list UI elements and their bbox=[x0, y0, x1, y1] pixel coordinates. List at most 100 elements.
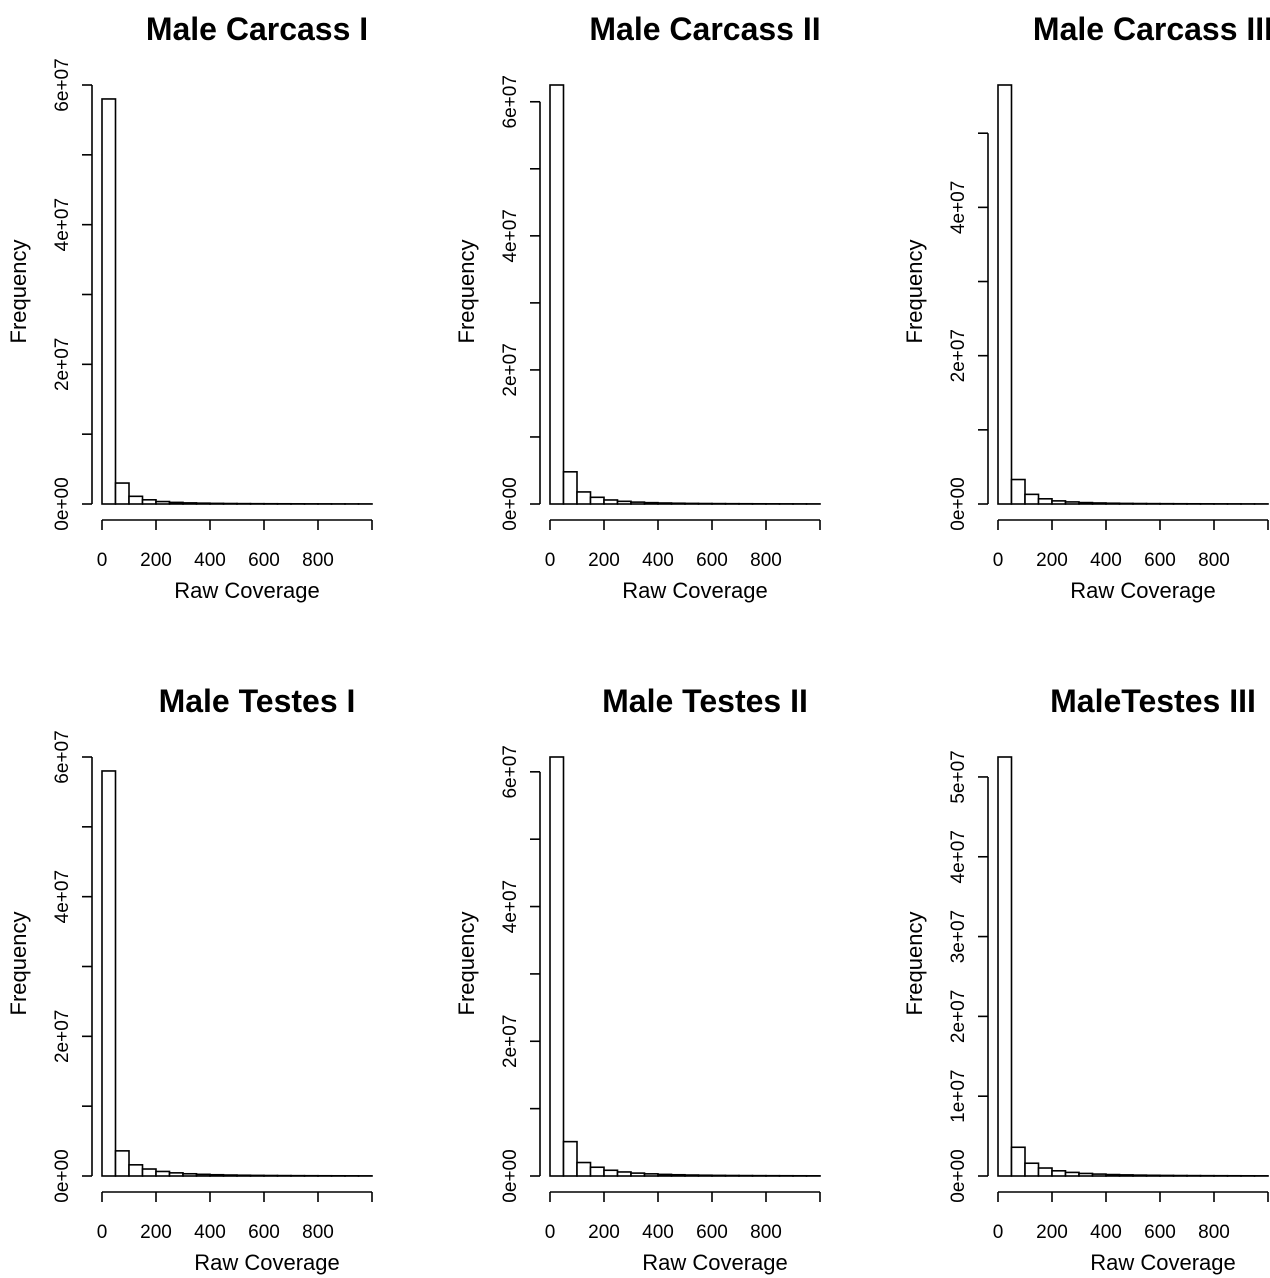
y-tick-label: 0e+00 bbox=[500, 1149, 521, 1202]
x-tick-label: 800 bbox=[302, 550, 334, 571]
x-axis-label: Raw Coverage bbox=[1090, 1250, 1236, 1275]
chart-title: Male Carcass I bbox=[146, 11, 368, 47]
x-tick-label: 800 bbox=[750, 550, 782, 571]
chart-title: Male Testes I bbox=[159, 683, 356, 719]
y-tick-label: 0e+00 bbox=[52, 477, 73, 530]
histogram-bar bbox=[182, 1172, 198, 1177]
histogram-bar bbox=[576, 1161, 592, 1177]
histogram-bar bbox=[101, 770, 117, 1177]
x-axis-label: Raw Coverage bbox=[1070, 578, 1216, 603]
histogram-bar bbox=[657, 502, 673, 505]
histogram-bar bbox=[263, 1174, 279, 1177]
histogram-panel: Male Carcass I 0 200 400 600 800 Raw Coverage 0… bbox=[6, 11, 373, 603]
y-tick-label: 5e+07 bbox=[948, 750, 969, 803]
y-tick-label: 0e+00 bbox=[948, 477, 969, 530]
histogram-bar bbox=[209, 502, 225, 505]
x-tick-label: 0 bbox=[97, 550, 108, 571]
histogram-bar bbox=[616, 1171, 632, 1177]
y-tick-label: 3e+07 bbox=[948, 910, 969, 963]
histogram-bar bbox=[209, 1173, 225, 1177]
histogram-bar bbox=[1105, 502, 1121, 505]
x-tick-label: 200 bbox=[140, 1222, 172, 1243]
histogram-bar bbox=[549, 756, 565, 1177]
histogram-bar bbox=[616, 500, 632, 505]
x-tick-label: 0 bbox=[545, 550, 556, 571]
y-tick-label: 2e+07 bbox=[948, 329, 969, 382]
y-tick-label: 2e+07 bbox=[52, 1010, 73, 1063]
y-tick-label: 6e+07 bbox=[52, 58, 73, 111]
x-tick-label: 200 bbox=[588, 550, 620, 571]
histogram-bar bbox=[1024, 1162, 1040, 1177]
x-tick-label: 600 bbox=[248, 1222, 280, 1243]
x-tick-label: 800 bbox=[750, 1222, 782, 1243]
histogram-bar bbox=[1064, 501, 1080, 505]
x-tick-label: 200 bbox=[1036, 1222, 1068, 1243]
histogram-bar bbox=[630, 1172, 646, 1177]
x-tick-label: 600 bbox=[696, 1222, 728, 1243]
histogram-bar bbox=[1010, 1146, 1026, 1177]
histogram-panel: Male Carcass III 0 200 400 600 800 Raw Coverag… bbox=[902, 11, 1270, 603]
histogram-bar bbox=[562, 471, 578, 505]
histogram-bar bbox=[1118, 1174, 1134, 1177]
histogram-bar bbox=[1010, 478, 1026, 505]
x-tick-label: 400 bbox=[642, 550, 674, 571]
histogram-bar bbox=[249, 1174, 265, 1177]
x-tick-label: 0 bbox=[545, 1222, 556, 1243]
y-tick-label: 4e+07 bbox=[500, 880, 521, 933]
histogram-bar bbox=[168, 501, 184, 505]
histogram-bar bbox=[997, 84, 1013, 505]
y-axis-label: Frequency bbox=[454, 240, 479, 344]
y-axis-label: Frequency bbox=[6, 240, 31, 344]
histogram-bar bbox=[670, 502, 686, 505]
x-axis-label: Raw Coverage bbox=[622, 578, 768, 603]
y-tick-label: 4e+07 bbox=[948, 830, 969, 883]
histogram-bar bbox=[195, 1173, 211, 1177]
histogram-bar bbox=[1159, 1174, 1175, 1177]
histogram-bar bbox=[1051, 1170, 1067, 1177]
histogram-bar bbox=[1064, 1171, 1080, 1177]
histogram-panel: Male Testes I 0 200 400 600 800 Raw Coverage 0e… bbox=[6, 683, 373, 1275]
y-tick-label: 2e+07 bbox=[500, 343, 521, 396]
histogram-bar bbox=[182, 502, 198, 505]
y-tick-label: 4e+07 bbox=[52, 198, 73, 251]
histogram-bar bbox=[711, 1174, 727, 1177]
histogram-bar bbox=[1118, 502, 1134, 505]
histogram-bar bbox=[222, 1174, 238, 1177]
histogram-panel: Male Carcass II 0 200 400 600 800 Raw Coverage… bbox=[454, 11, 821, 603]
histogram-bar bbox=[1078, 501, 1094, 505]
histogram-bar bbox=[101, 98, 117, 505]
x-tick-label: 400 bbox=[642, 1222, 674, 1243]
x-tick-label: 200 bbox=[588, 1222, 620, 1243]
y-axis-label: Frequency bbox=[902, 912, 927, 1016]
x-tick-label: 400 bbox=[1090, 1222, 1122, 1243]
histogram-bar bbox=[684, 1174, 700, 1177]
histogram-bar bbox=[657, 1173, 673, 1177]
chart-title: MaleTestes III bbox=[1050, 683, 1256, 719]
y-tick-label: 4e+07 bbox=[500, 209, 521, 262]
x-tick-label: 600 bbox=[248, 550, 280, 571]
histogram-bar bbox=[114, 482, 130, 505]
histogram-bar bbox=[155, 1170, 171, 1177]
histogram-bar bbox=[589, 1166, 605, 1177]
histogram-bar bbox=[1091, 502, 1107, 505]
histogram-bar bbox=[128, 495, 144, 505]
histogram-bar bbox=[549, 84, 565, 505]
histogram-bar bbox=[141, 1168, 157, 1177]
histogram-bar bbox=[603, 499, 619, 505]
histogram-bar bbox=[168, 1172, 184, 1177]
x-tick-label: 400 bbox=[194, 550, 226, 571]
y-tick-label: 2e+07 bbox=[52, 338, 73, 391]
histogram-bar bbox=[114, 1150, 130, 1177]
histogram-bar bbox=[1037, 498, 1053, 505]
histogram-bar bbox=[724, 1174, 740, 1177]
x-tick-label: 800 bbox=[1198, 550, 1230, 571]
y-axis-label: Frequency bbox=[6, 912, 31, 1016]
y-tick-label: 6e+07 bbox=[52, 730, 73, 783]
histogram-bar bbox=[155, 500, 171, 505]
x-axis-label: Raw Coverage bbox=[194, 1250, 340, 1275]
chart-title: Male Carcass III bbox=[1033, 11, 1270, 47]
histogram-bar bbox=[1132, 1174, 1148, 1177]
x-tick-label: 600 bbox=[1144, 1222, 1176, 1243]
y-tick-label: 0e+00 bbox=[52, 1149, 73, 1202]
y-tick-label: 6e+07 bbox=[500, 75, 521, 128]
